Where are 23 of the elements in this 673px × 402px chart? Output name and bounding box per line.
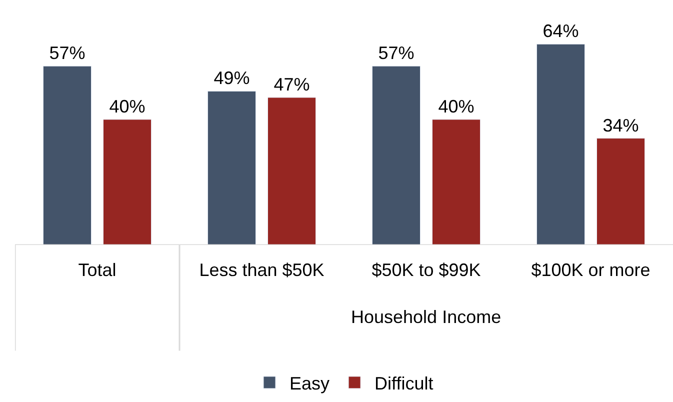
- bar: [536, 44, 585, 245]
- x-tick-label: $50K to $99K: [372, 260, 481, 280]
- bar: [432, 119, 481, 245]
- bar: [596, 138, 646, 245]
- data-label: 47%: [274, 74, 310, 94]
- x-tick-label: Less than $50K: [199, 260, 324, 280]
- bar: [268, 97, 316, 245]
- bar: [42, 66, 92, 245]
- data-label: 40%: [109, 96, 146, 116]
- legend-label: Difficult: [374, 373, 434, 394]
- bar: [207, 90, 256, 245]
- data-label: 57%: [49, 43, 86, 64]
- bar: [103, 119, 152, 245]
- data-label: 34%: [602, 115, 639, 136]
- bar: [372, 66, 420, 245]
- data-label: 64%: [542, 21, 579, 42]
- data-label: 49%: [214, 68, 250, 88]
- x-tick-label: Total: [78, 260, 116, 280]
- data-label: 40%: [438, 96, 474, 116]
- legend-label: Easy: [290, 373, 330, 394]
- x-axis-title: Household Income: [351, 307, 502, 327]
- x-tick-label: $100K or more: [531, 260, 650, 280]
- data-label: 57%: [378, 43, 414, 64]
